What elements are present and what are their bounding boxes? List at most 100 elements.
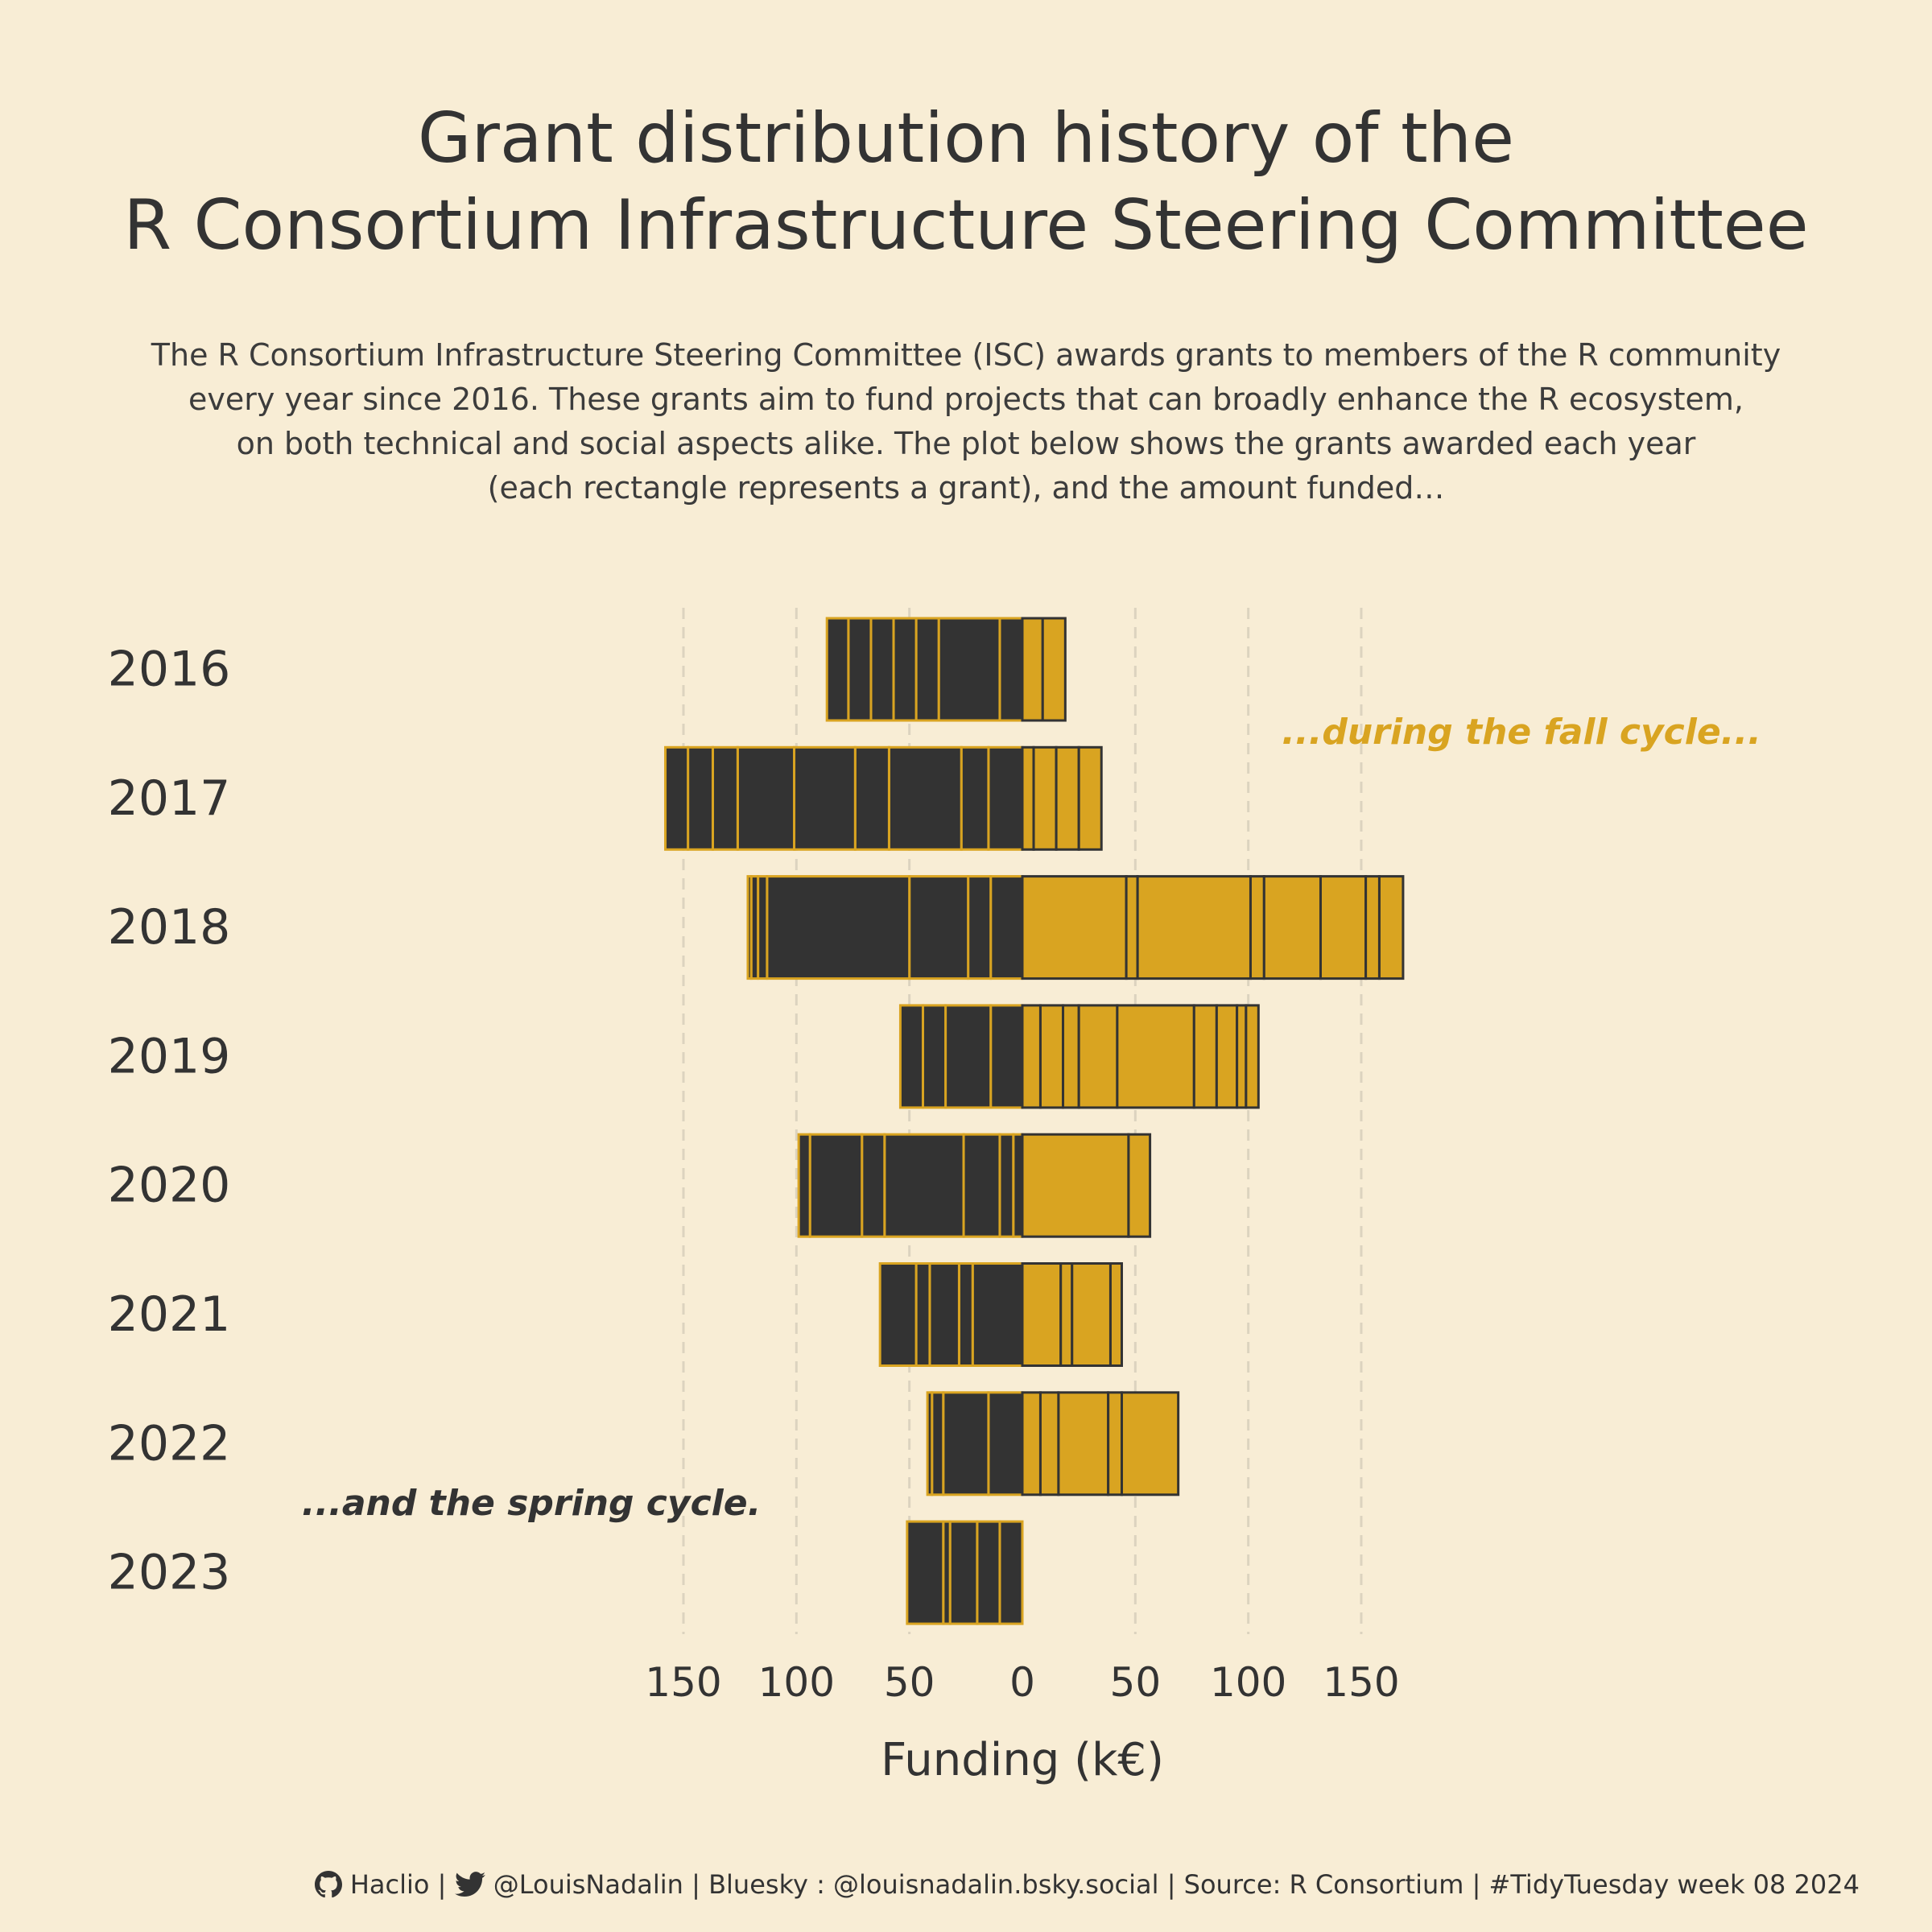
x-tick-label: 50 xyxy=(1110,1659,1162,1706)
grant-bar-fall xyxy=(1136,875,1252,980)
grant-bar-fall xyxy=(1236,1004,1248,1109)
caption-github: Haclio | xyxy=(349,1869,447,1900)
grant-bar-fall xyxy=(1021,617,1044,722)
grant-bar-fall xyxy=(1077,745,1103,851)
title-line-2: R Consortium Infrastructure Steering Com… xyxy=(123,185,1809,266)
grant-bar-spring xyxy=(931,1391,945,1496)
grant-bar-spring xyxy=(883,1133,965,1238)
x-tick-label: 50 xyxy=(884,1659,935,1706)
subtitle-line-4: (each rectangle represents a grant), and… xyxy=(487,470,1445,506)
y-tick-label: 2016 xyxy=(108,642,231,698)
grant-bar-spring xyxy=(887,745,963,851)
grant-bar-spring xyxy=(687,745,714,851)
grant-bar-spring xyxy=(847,617,873,722)
y-tick-label: 2019 xyxy=(108,1028,231,1084)
grant-bar-spring xyxy=(944,1004,993,1109)
grant-chart: 150 100 50 0 50 100 150 2016 2017 2018 2019 2020 202… xyxy=(108,608,1761,1786)
grant-bar-fall xyxy=(1062,1004,1080,1109)
grant-bar-spring xyxy=(711,745,739,851)
twitter-icon xyxy=(454,1872,485,1897)
grant-bar-fall xyxy=(1041,617,1067,722)
grant-bar-spring xyxy=(1012,1133,1024,1238)
grant-bar-fall xyxy=(1077,1004,1119,1109)
grant-bar-spring xyxy=(869,617,895,722)
subtitle-line-3: on both technical and social aspects ali… xyxy=(236,426,1696,461)
subtitle-line-2: every year since 2016. These grants aim … xyxy=(188,382,1744,417)
grant-bar-spring xyxy=(960,745,990,851)
grant-bar-spring xyxy=(892,617,918,722)
grant-bar-spring xyxy=(926,1391,934,1496)
grant-bar-spring xyxy=(967,875,993,980)
grant-bar-spring xyxy=(878,1262,918,1367)
grant-bar-fall xyxy=(1215,1004,1239,1109)
y-tick-label: 2023 xyxy=(108,1545,231,1601)
grant-bar-fall xyxy=(1055,745,1080,851)
grant-bar-fall xyxy=(1377,875,1405,980)
grant-bar-fall xyxy=(1245,1004,1260,1109)
caption-credits: @LouisNadalin | Bluesky : @louisnadalin.… xyxy=(493,1869,1860,1900)
y-tick-label: 2017 xyxy=(108,770,231,827)
grant-bar-spring xyxy=(976,1520,1001,1625)
grant-bar-spring xyxy=(825,617,850,722)
grant-bar-spring xyxy=(998,617,1024,722)
grant-bar-spring xyxy=(998,1133,1015,1238)
grant-bar-fall xyxy=(1107,1391,1123,1496)
grant-bar-spring xyxy=(898,1004,925,1109)
grant-bar-spring xyxy=(987,1391,1024,1496)
grant-bar-fall xyxy=(1116,1004,1195,1109)
grant-bar-fall xyxy=(1038,1004,1065,1109)
grant-bar-fall xyxy=(1120,1391,1180,1496)
grant-bar-spring xyxy=(746,875,753,980)
grant-bar-spring xyxy=(766,875,911,980)
grant-bar-fall xyxy=(1071,1262,1112,1367)
grant-bar-spring xyxy=(664,745,690,851)
x-tick-label: 0 xyxy=(1009,1659,1035,1706)
annotation-spring: ...and the spring cycle. xyxy=(302,1483,762,1524)
grant-bar-fall xyxy=(1021,1391,1042,1496)
x-tick-label: 100 xyxy=(1210,1659,1286,1706)
grant-bar-spring xyxy=(948,1520,979,1625)
title-line-1: Grant distribution history of the xyxy=(417,98,1515,179)
y-tick-label: 2022 xyxy=(108,1415,231,1472)
subtitle-line-1: The R Consortium Infrastructure Steering… xyxy=(151,337,1781,373)
grant-bar-spring xyxy=(928,1262,960,1367)
annotation-fall: ...during the fall cycle... xyxy=(1282,712,1761,753)
grant-bar-spring xyxy=(793,745,857,851)
github-icon xyxy=(314,1871,342,1898)
grant-bar-fall xyxy=(1059,1262,1074,1367)
grant-bar-fall xyxy=(1319,875,1368,980)
grant-bar-fall xyxy=(1038,1391,1060,1496)
y-tick-label: 2021 xyxy=(108,1286,231,1343)
chart-title: Grant distribution history of the R Cons… xyxy=(0,95,1932,269)
caption: Haclio | @LouisNadalin | Bluesky : @loui… xyxy=(0,1868,1860,1900)
chart-subtitle: The R Consortium Infrastructure Steering… xyxy=(0,333,1932,510)
grant-bar-fall xyxy=(1021,745,1035,851)
grant-bar-spring xyxy=(914,617,940,722)
x-tick-label: 150 xyxy=(1323,1659,1399,1706)
grant-bar-spring xyxy=(906,1520,945,1625)
grant-bar-fall xyxy=(1364,875,1381,980)
grant-bar-spring xyxy=(937,617,1001,722)
grant-bar-spring xyxy=(998,1520,1024,1625)
grant-bar-spring xyxy=(962,1133,1001,1238)
grant-bar-spring xyxy=(853,745,890,851)
grant-bar-fall xyxy=(1108,1262,1123,1367)
grant-bar-spring xyxy=(942,1391,990,1496)
grant-bar-fall xyxy=(1021,875,1128,980)
x-axis-title: Funding (k€) xyxy=(881,1734,1164,1786)
y-tick-label: 2018 xyxy=(108,899,231,956)
grant-bar-spring xyxy=(797,1133,811,1238)
x-tick-label: 100 xyxy=(758,1659,835,1706)
grant-bar-fall xyxy=(1021,1004,1042,1109)
grant-bar-fall xyxy=(1021,1262,1063,1367)
grant-bar-spring xyxy=(808,1133,864,1238)
x-tick-label: 150 xyxy=(645,1659,721,1706)
grant-bar-spring xyxy=(922,1004,947,1109)
grant-bar-spring xyxy=(989,1004,1024,1109)
axis-labels: 150 100 50 0 50 100 150 2016 2017 2018 2019 2020 202… xyxy=(108,642,1400,1707)
y-tick-label: 2020 xyxy=(108,1158,231,1214)
grant-bar-fall xyxy=(1249,875,1265,980)
grant-bar-spring xyxy=(861,1133,886,1238)
grant-bar-fall xyxy=(1021,1133,1130,1238)
grant-bar-spring xyxy=(989,875,1024,980)
